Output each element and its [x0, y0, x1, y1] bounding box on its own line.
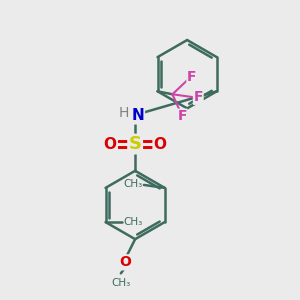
Text: CH₃: CH₃: [123, 179, 142, 189]
Text: N: N: [131, 108, 144, 123]
Text: O: O: [119, 255, 131, 269]
Text: F: F: [194, 90, 203, 104]
Text: O: O: [154, 136, 166, 152]
Text: CH₃: CH₃: [123, 217, 142, 227]
Text: S: S: [129, 135, 142, 153]
Text: H: H: [119, 106, 129, 120]
Text: F: F: [178, 109, 187, 123]
Text: CH₃: CH₃: [111, 278, 130, 288]
Text: O: O: [104, 136, 117, 152]
Text: F: F: [187, 70, 196, 84]
